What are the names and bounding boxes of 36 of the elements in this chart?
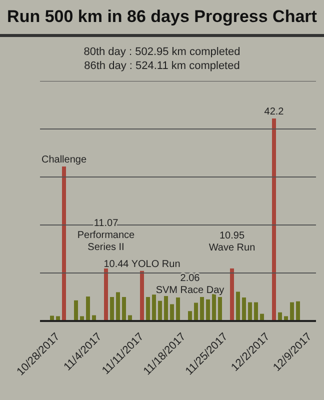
bar bbox=[146, 297, 150, 321]
bar bbox=[296, 301, 300, 321]
bar bbox=[170, 304, 174, 321]
bar bbox=[248, 302, 252, 321]
bar bbox=[116, 292, 120, 321]
bar bbox=[122, 297, 126, 321]
bar bbox=[86, 296, 90, 321]
data-label: Challenge bbox=[41, 154, 87, 166]
data-label: 2.06 SVM Race Day bbox=[156, 273, 224, 296]
bar bbox=[200, 297, 204, 321]
bar bbox=[164, 296, 168, 321]
bar bbox=[218, 297, 222, 321]
bar bbox=[110, 297, 114, 321]
data-label: 10.95 Wave Run bbox=[208, 230, 256, 254]
text: 86th day : 524.11 km completed bbox=[83, 59, 241, 73]
bar bbox=[158, 300, 162, 321]
bar bbox=[212, 294, 216, 321]
chart-title: Run 500 km in 86 days Progress Chart bbox=[0, 0, 324, 37]
bar bbox=[254, 302, 258, 321]
bar bbox=[188, 311, 192, 321]
bar bbox=[236, 292, 240, 321]
bar bbox=[272, 118, 276, 321]
bar bbox=[290, 302, 294, 321]
bar bbox=[230, 268, 234, 321]
bar bbox=[152, 294, 156, 321]
bar bbox=[176, 297, 180, 321]
bar bbox=[206, 299, 210, 321]
bar bbox=[104, 268, 108, 321]
data-label: 10.44 YOLO Run bbox=[104, 258, 180, 270]
bar bbox=[62, 166, 66, 321]
bar bbox=[74, 300, 78, 321]
text: 80th day : 502.95 km completed bbox=[82, 45, 242, 59]
bar bbox=[140, 270, 144, 321]
bar bbox=[242, 297, 246, 321]
bar bbox=[194, 302, 198, 321]
data-label: 42.2 bbox=[264, 106, 284, 118]
